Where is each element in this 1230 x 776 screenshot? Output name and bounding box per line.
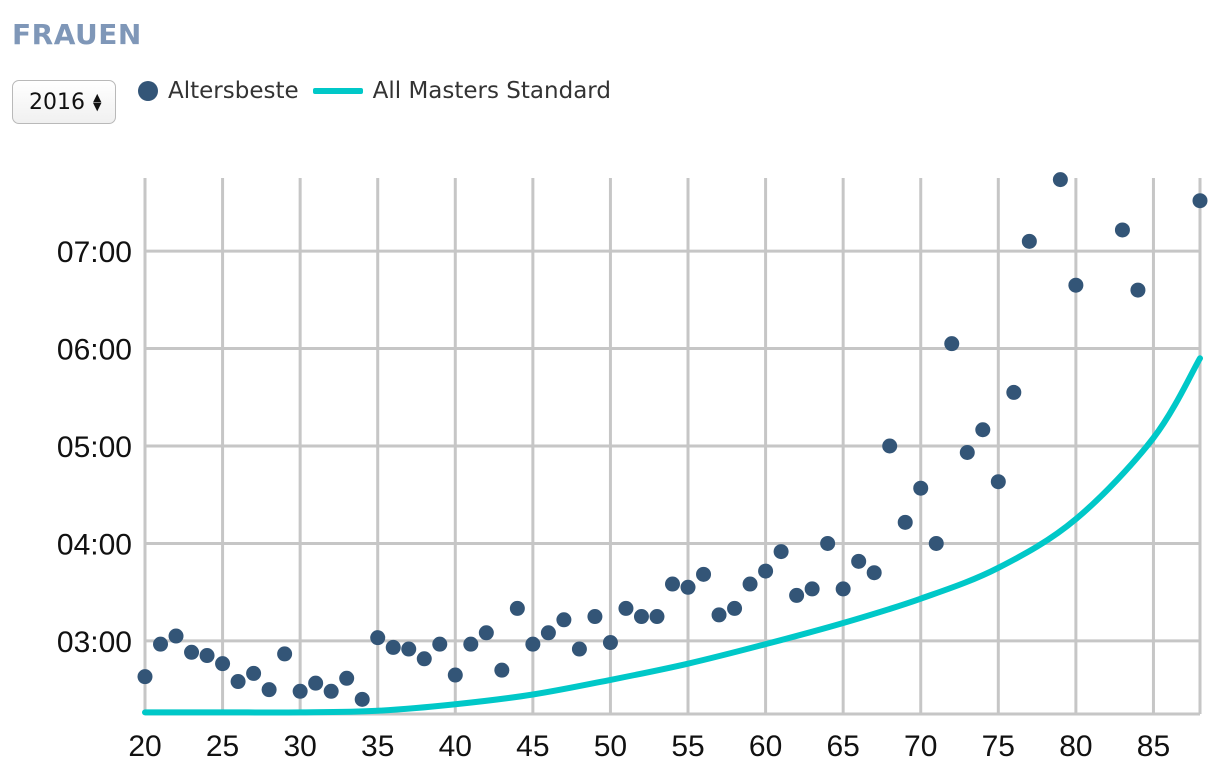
data-point-altersbeste[interactable]: [432, 636, 448, 652]
x-axis-labels: 20 25 30 35 40 45 50 55 60 65 70 75 80 85: [128, 730, 1170, 763]
y-tick-label: 05:00: [57, 431, 132, 464]
data-point-altersbeste[interactable]: [463, 636, 479, 652]
data-point-altersbeste[interactable]: [742, 576, 758, 592]
data-point-altersbeste[interactable]: [416, 651, 432, 667]
data-point-altersbeste[interactable]: [261, 682, 277, 698]
data-point-altersbeste[interactable]: [401, 641, 417, 657]
data-point-altersbeste[interactable]: [1192, 193, 1208, 209]
data-point-altersbeste[interactable]: [1021, 233, 1037, 249]
data-point-altersbeste[interactable]: [804, 581, 820, 597]
data-point-altersbeste[interactable]: [851, 553, 867, 569]
legend: Altersbeste All Masters Standard: [138, 74, 611, 108]
data-point-altersbeste[interactable]: [1068, 277, 1084, 293]
data-point-altersbeste[interactable]: [959, 444, 975, 460]
data-point-altersbeste[interactable]: [246, 665, 262, 681]
data-point-altersbeste[interactable]: [199, 648, 215, 664]
data-point-altersbeste[interactable]: [184, 644, 200, 660]
x-tick-label: 60: [749, 730, 782, 763]
data-point-altersbeste[interactable]: [711, 607, 727, 623]
data-point-altersbeste[interactable]: [339, 670, 355, 686]
data-point-altersbeste[interactable]: [913, 480, 929, 496]
data-point-altersbeste[interactable]: [1130, 282, 1146, 298]
y-tick-label: 03:00: [57, 626, 132, 659]
legend-label-dots: Altersbeste: [168, 78, 299, 104]
x-tick-label: 85: [1137, 730, 1170, 763]
legend-label-line: All Masters Standard: [372, 78, 611, 104]
data-point-altersbeste[interactable]: [153, 636, 169, 652]
data-point-altersbeste[interactable]: [494, 662, 510, 678]
data-point-altersbeste[interactable]: [587, 609, 603, 625]
chart-title: FRAUEN: [12, 18, 142, 51]
data-point-altersbeste[interactable]: [556, 612, 572, 628]
data-point-altersbeste[interactable]: [789, 587, 805, 603]
x-tick-label: 30: [283, 730, 316, 763]
legend-dot-icon: [138, 81, 158, 101]
x-tick-label: 75: [982, 730, 1015, 763]
data-point-altersbeste[interactable]: [370, 630, 386, 646]
data-point-altersbeste[interactable]: [525, 636, 541, 652]
legend-line-icon: [312, 88, 363, 94]
y-tick-label: 06:00: [57, 334, 132, 367]
data-point-altersbeste[interactable]: [323, 683, 339, 699]
data-point-altersbeste[interactable]: [478, 625, 494, 641]
x-tick-label: 20: [128, 730, 161, 763]
data-point-altersbeste[interactable]: [292, 683, 308, 699]
data-point-altersbeste[interactable]: [680, 579, 696, 595]
year-select-value: 2016: [29, 89, 85, 115]
y-axis-labels: 03:00 04:00 05:00 06:00 07:00: [57, 236, 132, 659]
data-point-altersbeste[interactable]: [866, 565, 882, 581]
data-point-altersbeste[interactable]: [618, 600, 634, 616]
data-point-altersbeste[interactable]: [773, 544, 789, 560]
data-point-altersbeste[interactable]: [168, 628, 184, 644]
data-point-altersbeste[interactable]: [509, 600, 525, 616]
year-select[interactable]: 2016 ▲ ▼: [12, 80, 116, 124]
data-point-altersbeste[interactable]: [447, 667, 463, 683]
data-point-altersbeste[interactable]: [928, 535, 944, 551]
data-point-altersbeste[interactable]: [897, 514, 913, 530]
data-point-altersbeste[interactable]: [975, 422, 991, 438]
data-point-altersbeste[interactable]: [1114, 222, 1130, 238]
x-tick-label: 70: [904, 730, 937, 763]
data-point-altersbeste[interactable]: [571, 641, 587, 657]
data-point-altersbeste[interactable]: [308, 675, 324, 691]
series-dots-altersbeste: [137, 172, 1208, 707]
stepper-arrows-icon: ▲ ▼: [93, 91, 102, 113]
data-point-altersbeste[interactable]: [1006, 384, 1022, 400]
data-point-altersbeste[interactable]: [696, 566, 712, 582]
chart-grid: [143, 178, 1202, 716]
x-tick-label: 65: [826, 730, 859, 763]
series-line-all-masters-standard: [142, 355, 1203, 716]
x-tick-label: 45: [516, 730, 549, 763]
x-tick-label: 80: [1059, 730, 1092, 763]
data-point-altersbeste[interactable]: [385, 639, 401, 655]
data-point-altersbeste[interactable]: [665, 576, 680, 592]
data-point-altersbeste[interactable]: [602, 635, 618, 651]
data-point-altersbeste[interactable]: [990, 474, 1006, 490]
x-tick-label: 55: [671, 730, 704, 763]
data-point-altersbeste[interactable]: [137, 669, 153, 685]
data-point-altersbeste[interactable]: [277, 646, 293, 662]
x-tick-label: 25: [206, 730, 239, 763]
data-point-altersbeste[interactable]: [633, 609, 649, 625]
data-point-altersbeste[interactable]: [882, 438, 898, 454]
data-point-altersbeste[interactable]: [820, 535, 836, 551]
x-tick-label: 40: [439, 730, 472, 763]
data-point-altersbeste[interactable]: [540, 625, 556, 641]
y-tick-label: 07:00: [57, 236, 132, 269]
x-tick-label: 50: [594, 730, 627, 763]
data-point-altersbeste[interactable]: [354, 691, 370, 707]
data-point-altersbeste[interactable]: [727, 600, 743, 616]
data-point-altersbeste[interactable]: [835, 581, 851, 597]
data-point-altersbeste[interactable]: [1052, 172, 1068, 188]
data-point-altersbeste[interactable]: [230, 674, 246, 690]
data-point-altersbeste[interactable]: [944, 336, 960, 352]
x-tick-label: 35: [361, 730, 394, 763]
data-point-altersbeste[interactable]: [758, 563, 774, 579]
data-point-altersbeste[interactable]: [649, 609, 665, 625]
y-tick-label: 04:00: [57, 528, 132, 561]
data-point-altersbeste[interactable]: [215, 656, 231, 672]
